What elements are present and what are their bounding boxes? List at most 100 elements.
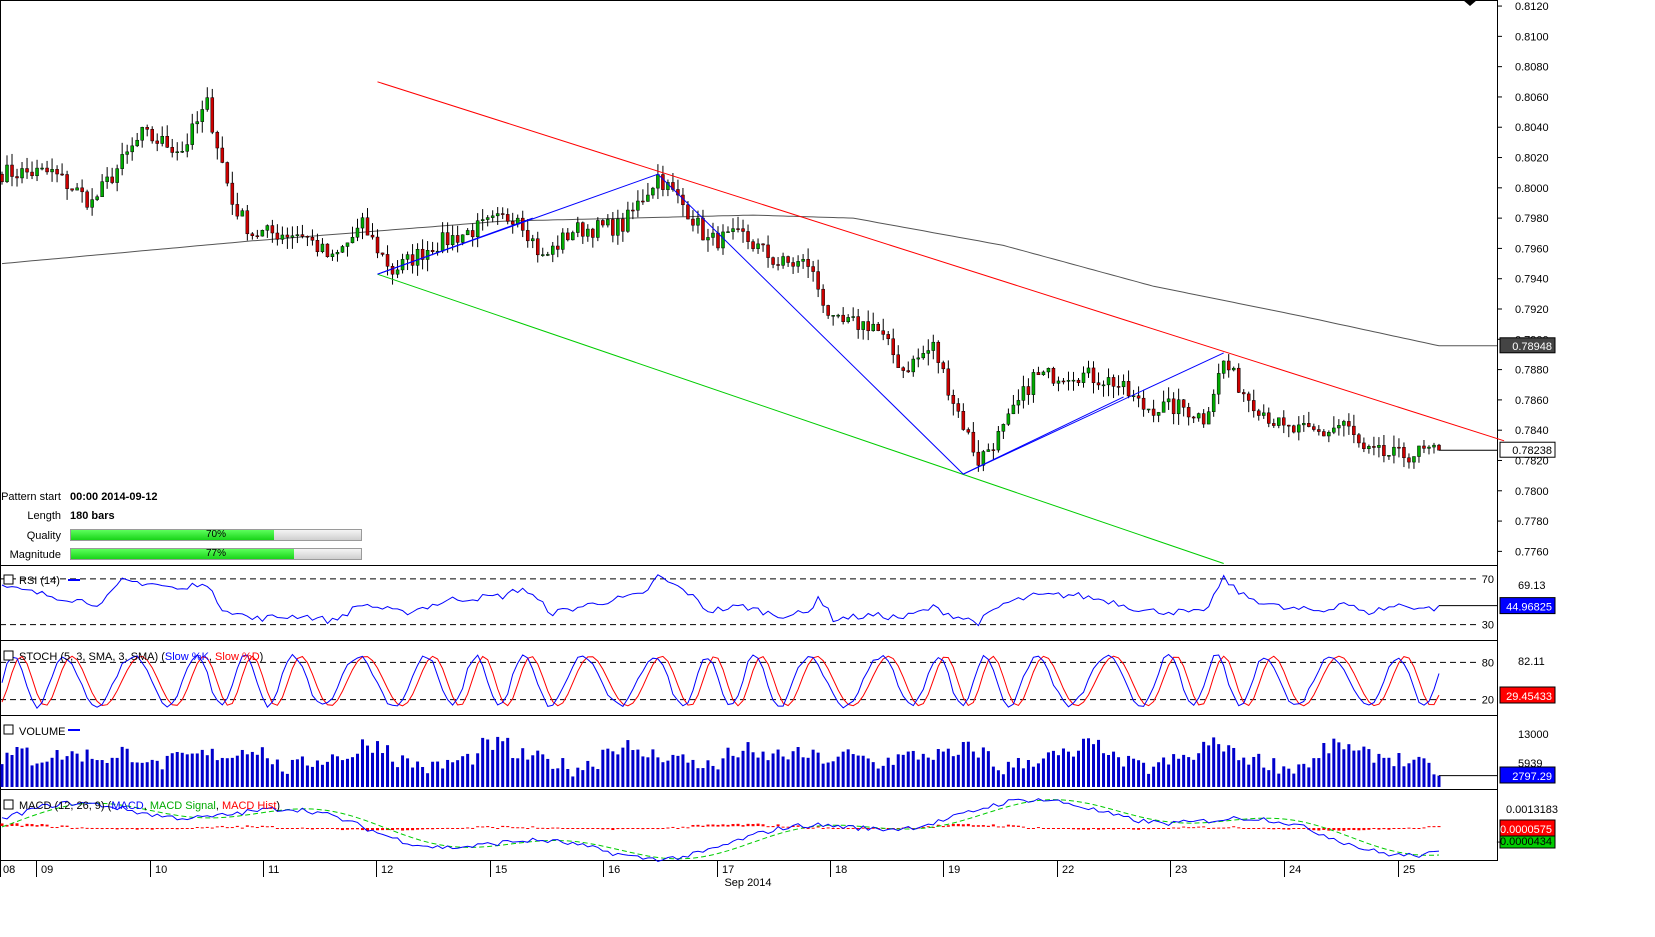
candle-body: [756, 243, 760, 249]
volume-bar: [1172, 754, 1176, 787]
volume-bar: [1432, 774, 1436, 787]
macd-hist-bar: [996, 826, 1000, 828]
candle-body: [350, 236, 355, 244]
macd-hist-bar: [265, 826, 269, 828]
macd-hist-bar: [60, 825, 64, 827]
macd-hist-bar: [1242, 828, 1246, 829]
macd-hist-bar: [1097, 828, 1101, 830]
macd-hist-bar: [646, 828, 650, 829]
volume-bar: [611, 751, 615, 787]
volume-bar: [1071, 756, 1075, 787]
candle-body: [951, 395, 956, 404]
macd-hist-bar: [516, 827, 520, 829]
candle-body: [901, 367, 906, 371]
scroll-marker-icon[interactable]: [1463, 0, 1477, 6]
candle-body: [931, 341, 936, 351]
candle-body: [235, 204, 240, 217]
macd-hist-bar: [611, 828, 615, 831]
macd-hist-bar: [976, 825, 980, 827]
volume-bar: [15, 747, 19, 787]
candle-body: [90, 199, 94, 208]
volume-bar: [1347, 744, 1351, 787]
volume-bar: [155, 760, 159, 787]
stoch-toggle-icon[interactable]: [3, 650, 14, 661]
macd-hist-bar: [846, 827, 850, 829]
macd-hist-bar: [766, 826, 770, 828]
volume-bar: [1387, 757, 1391, 787]
volume-bar: [80, 761, 84, 787]
macd-hist-bar: [701, 825, 705, 828]
macd-hist-bar: [606, 828, 610, 830]
macd-hist-bar: [1257, 828, 1261, 829]
candle-body: [1156, 412, 1161, 416]
rsi-toggle-icon[interactable]: [3, 574, 14, 585]
volume-bar: [130, 762, 134, 787]
macd-hist-bar: [70, 828, 74, 829]
candle-body: [1267, 412, 1271, 424]
volume-bar: [676, 755, 680, 787]
volume-bar: [320, 764, 324, 787]
volume-bar: [1112, 751, 1116, 787]
moving-average-line: [1, 214, 1497, 347]
ma-value-label-box: [1499, 337, 1556, 354]
macd-toggle-icon[interactable]: [3, 799, 14, 810]
macd-hist-bar: [1302, 828, 1306, 829]
candle-body: [415, 248, 420, 266]
pattern-trendlines: [377, 81, 1505, 564]
candle-body: [801, 259, 805, 262]
volume-bar: [591, 766, 595, 787]
volume-bar: [726, 747, 730, 787]
candle-body: [220, 147, 225, 163]
volume-bar: [150, 759, 154, 787]
candle-body: [1327, 432, 1331, 437]
candle-body: [1272, 423, 1276, 426]
price-tick-label: 0.7760: [1515, 546, 1549, 558]
candle-body: [1016, 400, 1021, 406]
date-label: 17: [722, 864, 734, 876]
volume-bar: [325, 761, 329, 787]
stoch-title-suffix: ): [260, 651, 264, 663]
macd-hist-bar: [501, 825, 505, 828]
candle-body: [105, 176, 109, 182]
volume-bar: [190, 753, 194, 787]
volume-bar: [671, 754, 675, 787]
macd-hist-bar: [1232, 826, 1236, 828]
candle-body: [210, 97, 215, 133]
price-tick-label: 0.7880: [1515, 365, 1549, 377]
macd-hist-bar: [135, 828, 139, 830]
volume-bar: [1277, 773, 1281, 787]
candle-body: [385, 254, 390, 267]
volume-bar: [1297, 764, 1301, 787]
candle-body: [1116, 386, 1121, 388]
macd-hist-bar: [966, 823, 970, 827]
candle-body: [1066, 380, 1071, 382]
candle-body: [861, 321, 865, 330]
volume-bar: [561, 758, 565, 787]
volume-bar: [1142, 762, 1146, 787]
volume-bar: [416, 761, 420, 787]
volume-bar: [856, 755, 860, 787]
macd-series-macd: MACD: [111, 800, 143, 812]
candle-body: [420, 248, 425, 260]
volume-bar: [1066, 751, 1070, 787]
macd-hist-bar: [421, 828, 425, 830]
date-label: 15: [495, 864, 507, 876]
candle-body: [40, 167, 44, 170]
macd-hist-bar: [85, 827, 89, 829]
volume-bar: [866, 758, 870, 787]
macd-hist-bar: [195, 827, 199, 829]
volume-toggle-icon[interactable]: [3, 724, 14, 735]
macd-hist-bar: [0, 823, 4, 826]
macd-hist-bar: [856, 828, 860, 830]
volume-bar: [686, 762, 690, 787]
date-label: 25: [1403, 864, 1415, 876]
candle-body: [495, 213, 500, 217]
volume-bar: [1352, 750, 1356, 787]
macd-hist-bar: [220, 825, 224, 828]
macd-hist-bar: [320, 828, 324, 829]
candle-body: [85, 191, 89, 208]
macd-hist-bar: [1006, 824, 1010, 827]
candle-body: [355, 227, 360, 238]
volume-bar: [1342, 749, 1346, 787]
candle-body: [295, 234, 300, 236]
